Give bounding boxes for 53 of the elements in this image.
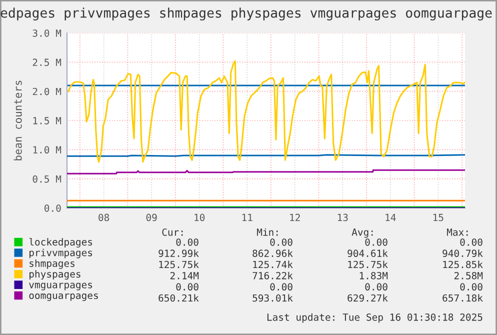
text: Min: <box>256 228 278 236</box>
line-series <box>68 60 465 163</box>
x-tick-label: 12 <box>290 214 300 221</box>
y-tick-label: 3.0 M <box>32 30 62 37</box>
text: 716.22k <box>252 272 293 280</box>
y-tick-label: 1.0 M <box>33 146 62 154</box>
x-tick-label: 10 <box>194 214 205 222</box>
text: 912.99k <box>158 249 199 258</box>
text: 0.00 <box>365 283 388 291</box>
text: 629.27k <box>348 294 388 302</box>
text: 2.58M <box>454 272 483 280</box>
text: 1.83M <box>360 272 388 280</box>
legend-label: vmguarpages <box>29 282 92 290</box>
x-tick-label: 08 <box>98 214 110 222</box>
text: 0.00 <box>270 283 292 291</box>
legend-label: lockedpages <box>29 238 92 248</box>
y-tick-label: 0.5 M <box>32 175 62 183</box>
text: Last update: Tue Sep 16 01:30:18 2025 <box>267 313 482 323</box>
text: 125.75k <box>159 260 199 268</box>
text: 940.79k <box>442 249 483 258</box>
legend-label: privvmpages <box>30 248 92 258</box>
legend-label: oomguarpages <box>29 293 98 301</box>
text: Max: <box>446 228 468 236</box>
x-tick-label: 14 <box>386 214 396 221</box>
text: 0.00 <box>460 283 482 291</box>
y-tick-label: 2.5 M <box>32 58 62 66</box>
text: 125.85k <box>443 260 483 268</box>
y-tick-label: 1.5 M <box>33 117 62 124</box>
text: 0.00 <box>365 238 388 246</box>
x-tick-label: 15 <box>433 214 444 222</box>
chart-title: edpages privvmpages shmpages physpages vmguarpages oomguarpage <box>0 8 492 20</box>
y-tick-label: 2.0 M <box>32 88 62 96</box>
text: 2.14M <box>170 272 199 280</box>
text: 0.00 <box>176 283 198 291</box>
legend-label: shmpages <box>30 259 74 269</box>
text: Cur: <box>162 228 183 236</box>
x-tick-label: 09 <box>146 214 157 222</box>
x-tick-label: 13 <box>338 214 348 222</box>
text: 904.61k <box>348 249 388 258</box>
x-tick-label: 11 <box>242 214 252 221</box>
legend-label: physpages <box>30 270 80 280</box>
text: 862.96k <box>252 249 293 258</box>
text: Avg: <box>352 228 373 238</box>
text: 657.18k <box>442 294 483 302</box>
text: 0.00 <box>460 238 482 246</box>
text: 0.00 <box>270 238 292 246</box>
text: 0.00 <box>176 238 198 246</box>
text: 650.21k <box>158 294 199 302</box>
y-tick-label: 0.0 <box>44 204 61 212</box>
text: 593.01k <box>252 294 293 302</box>
y-axis-title: bean counters <box>14 80 22 160</box>
text: 125.75k <box>348 260 388 268</box>
text: 125.74k <box>253 260 293 268</box>
